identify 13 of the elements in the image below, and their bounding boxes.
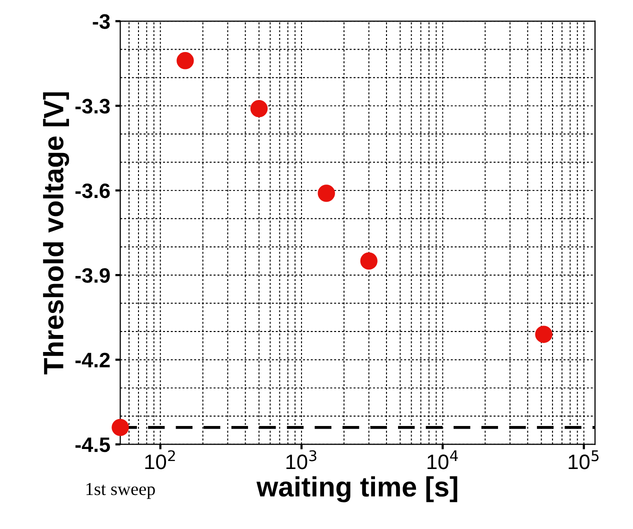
y-tick-label: -3.9 <box>75 268 110 283</box>
x-tick-label: 10$^{4}$ <box>428 450 458 470</box>
y-axis-title: Threshold voltage [V] <box>43 92 70 374</box>
y-tick-label: -4.5 <box>75 438 110 452</box>
y-tick-label: -3.6 <box>75 183 110 198</box>
x-tick-label: 10$^{2}$ <box>145 450 175 470</box>
y-tick-label: -3.3 <box>75 98 110 114</box>
y-tick-label: -4.2 <box>75 352 110 368</box>
x-tick-label: 10$^{3}$ <box>286 450 316 470</box>
x-tick-label: 10$^{5}$ <box>568 450 599 470</box>
y-tick-label: -3 <box>92 14 110 29</box>
x-axis-title: waiting time [s] <box>256 476 458 502</box>
text: 1st sweep <box>86 483 155 499</box>
